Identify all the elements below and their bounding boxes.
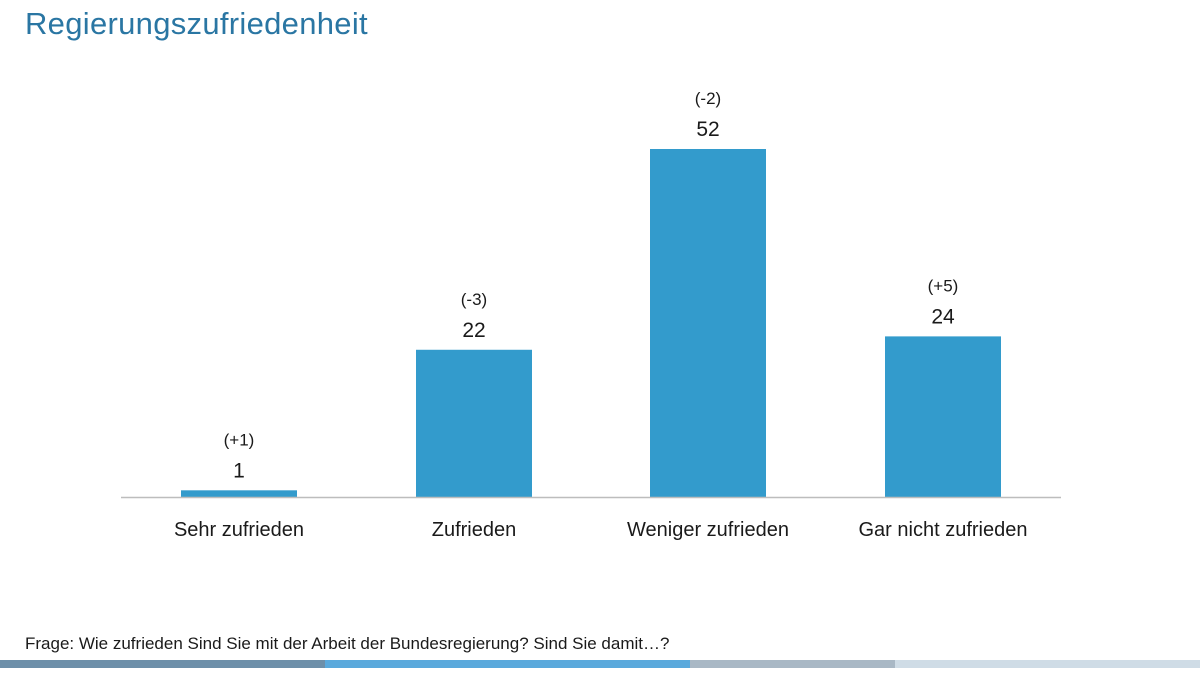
data-label: 24 [931, 305, 955, 328]
category-label: Weniger zufrieden [627, 519, 789, 541]
bar-chart: 1 (+1) Sehr zufrieden 22 (-3) Zufrieden 52 (-2)… [121, 89, 1061, 541]
bar-2 [416, 349, 532, 497]
footer-segment [0, 660, 325, 668]
bar-3 [650, 149, 766, 497]
data-label: 52 [696, 118, 719, 141]
footer-decoration-bar [0, 660, 1200, 668]
footer-segment [325, 660, 690, 668]
bar-4 [885, 336, 1001, 497]
footer-segment [690, 660, 895, 668]
change-label: (-3) [461, 290, 487, 309]
data-label: 1 [233, 459, 245, 482]
category-label: Zufrieden [432, 519, 517, 541]
change-label: (-2) [695, 89, 721, 108]
footer-segment [895, 660, 1200, 668]
category-label: Sehr zufrieden [174, 519, 304, 541]
bar-1 [181, 490, 297, 497]
slide-title: Regierungszufriedenheit [25, 6, 368, 41]
category-label: Gar nicht zufrieden [859, 519, 1028, 541]
change-label: (+5) [928, 276, 959, 295]
change-label: (+1) [224, 430, 255, 449]
data-label: 22 [462, 319, 485, 342]
question-footnote: Frage: Wie zufrieden Sind Sie mit der Ar… [25, 634, 670, 653]
